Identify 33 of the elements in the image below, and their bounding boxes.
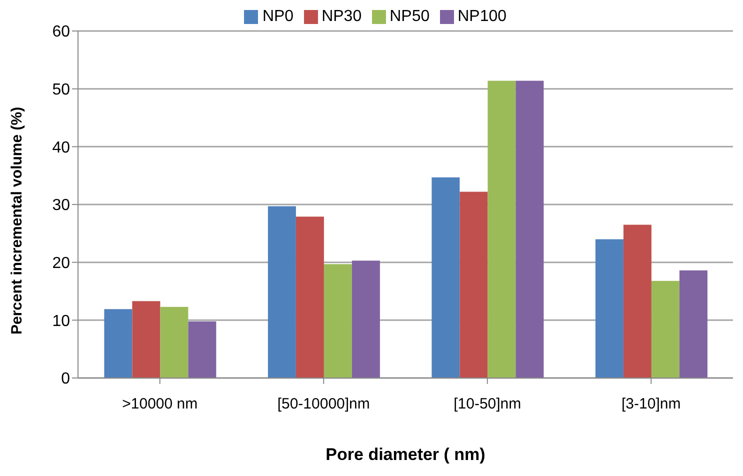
x-tick-label: [3-10]nm xyxy=(622,396,681,413)
bar xyxy=(516,80,544,378)
x-axis-title: Pore diameter ( nm) xyxy=(326,445,486,464)
bar xyxy=(268,206,296,378)
bar xyxy=(160,306,188,378)
y-axis-title: Percent incremental volume (%) xyxy=(8,106,26,334)
legend-label: NP50 xyxy=(390,8,430,25)
x-tick-label: >10000 nm xyxy=(122,396,198,413)
y-tick-label: 60 xyxy=(52,24,70,41)
legend-label: NP30 xyxy=(322,8,362,25)
bar xyxy=(188,321,216,378)
bar xyxy=(132,301,160,378)
y-tick-label: 30 xyxy=(52,197,70,214)
y-tick-label: 0 xyxy=(61,370,70,388)
bar xyxy=(488,80,516,378)
y-tick-label: 10 xyxy=(52,312,70,330)
bar xyxy=(460,192,488,378)
bar xyxy=(324,264,352,378)
x-tick-label: [50-10000]nm xyxy=(277,396,370,413)
bar xyxy=(104,309,132,378)
bar xyxy=(623,224,652,378)
x-tick-label: [10-50]nm xyxy=(454,396,522,413)
y-tick-label: 40 xyxy=(52,139,70,156)
y-tick-label: 20 xyxy=(52,255,70,272)
bar xyxy=(651,280,680,378)
bar xyxy=(352,260,380,378)
y-tick-label: 50 xyxy=(52,82,70,99)
bar xyxy=(296,216,324,378)
legend-label: NP100 xyxy=(458,8,507,25)
legend-label: NP0 xyxy=(262,8,294,25)
bar xyxy=(595,239,624,378)
bar xyxy=(432,177,460,378)
bar xyxy=(679,270,708,378)
